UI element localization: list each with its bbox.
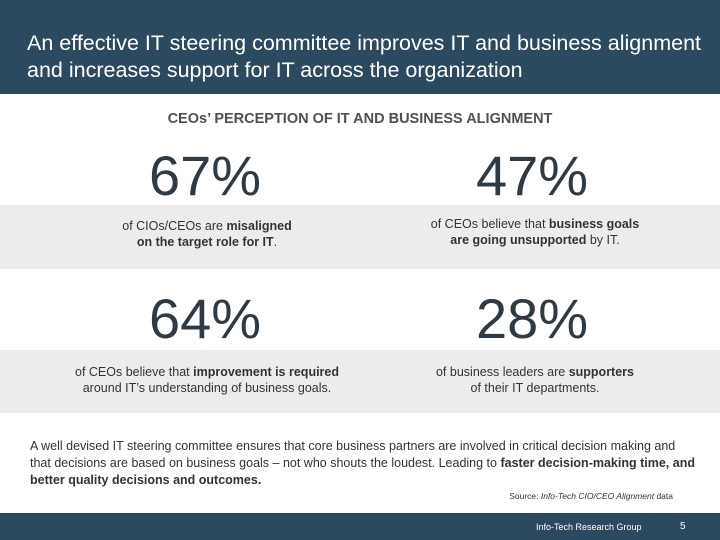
emphasis-text: misaligned xyxy=(226,219,292,233)
text-run: around IT’s understanding of business go… xyxy=(82,381,332,395)
stat-value: 67% xyxy=(148,144,262,207)
page-title: An effective IT steering committee impro… xyxy=(27,31,701,82)
text-run: by IT. xyxy=(586,233,620,247)
emphasis-text: business goals xyxy=(548,217,640,231)
header-bar: An effective IT steering committee impro… xyxy=(0,0,720,94)
stat-value: 47% xyxy=(475,144,589,207)
footer-bar: Info-Tech Research Group 5 xyxy=(0,513,720,540)
emphasis-text: faster decision-making time, and better … xyxy=(30,456,695,487)
stat-description: of CEOs believe that business goals are g… xyxy=(375,216,695,248)
stat-description: of business leaders are supporters of the… xyxy=(375,364,695,396)
emphasis-text: on the target role for IT xyxy=(136,235,274,249)
stat-description: of CIOs/CEOs are misaligned on the target… xyxy=(47,218,367,250)
emphasis-text: improvement is required xyxy=(193,365,339,379)
text-run: of their IT departments. xyxy=(470,381,600,395)
stat-value: 28% xyxy=(475,287,589,350)
emphasis-text: are going unsupported xyxy=(450,233,587,247)
stat-band-top xyxy=(0,205,720,269)
source-name: Info-Tech CIO/CEO Alignment xyxy=(540,491,655,501)
text-run: of business leaders are xyxy=(435,365,569,379)
stat-value: 64% xyxy=(148,287,262,350)
text-run: A well devised IT steering committee ens… xyxy=(30,439,676,470)
text-run: of CEOs believe that xyxy=(430,217,549,231)
source-suffix: data xyxy=(654,491,673,501)
body-paragraph: A well devised IT steering committee ens… xyxy=(30,438,695,489)
text-run: of CEOs believe that xyxy=(75,365,194,379)
text-run: . xyxy=(273,235,278,249)
source-label: Source: xyxy=(509,491,541,501)
text-run: of CIOs/CEOs are xyxy=(122,219,227,233)
source-note: Source: Info-Tech CIO/CEO Alignment data xyxy=(509,491,673,501)
footer-organization: Info-Tech Research Group xyxy=(536,522,642,532)
stat-band-bottom xyxy=(0,350,720,413)
emphasis-text: supporters xyxy=(568,365,634,379)
section-subtitle: CEOs’ PERCEPTION OF IT AND BUSINESS ALIG… xyxy=(167,111,553,127)
page-number: 5 xyxy=(680,521,686,532)
stat-description: of CEOs believe that improvement is requ… xyxy=(47,364,367,396)
